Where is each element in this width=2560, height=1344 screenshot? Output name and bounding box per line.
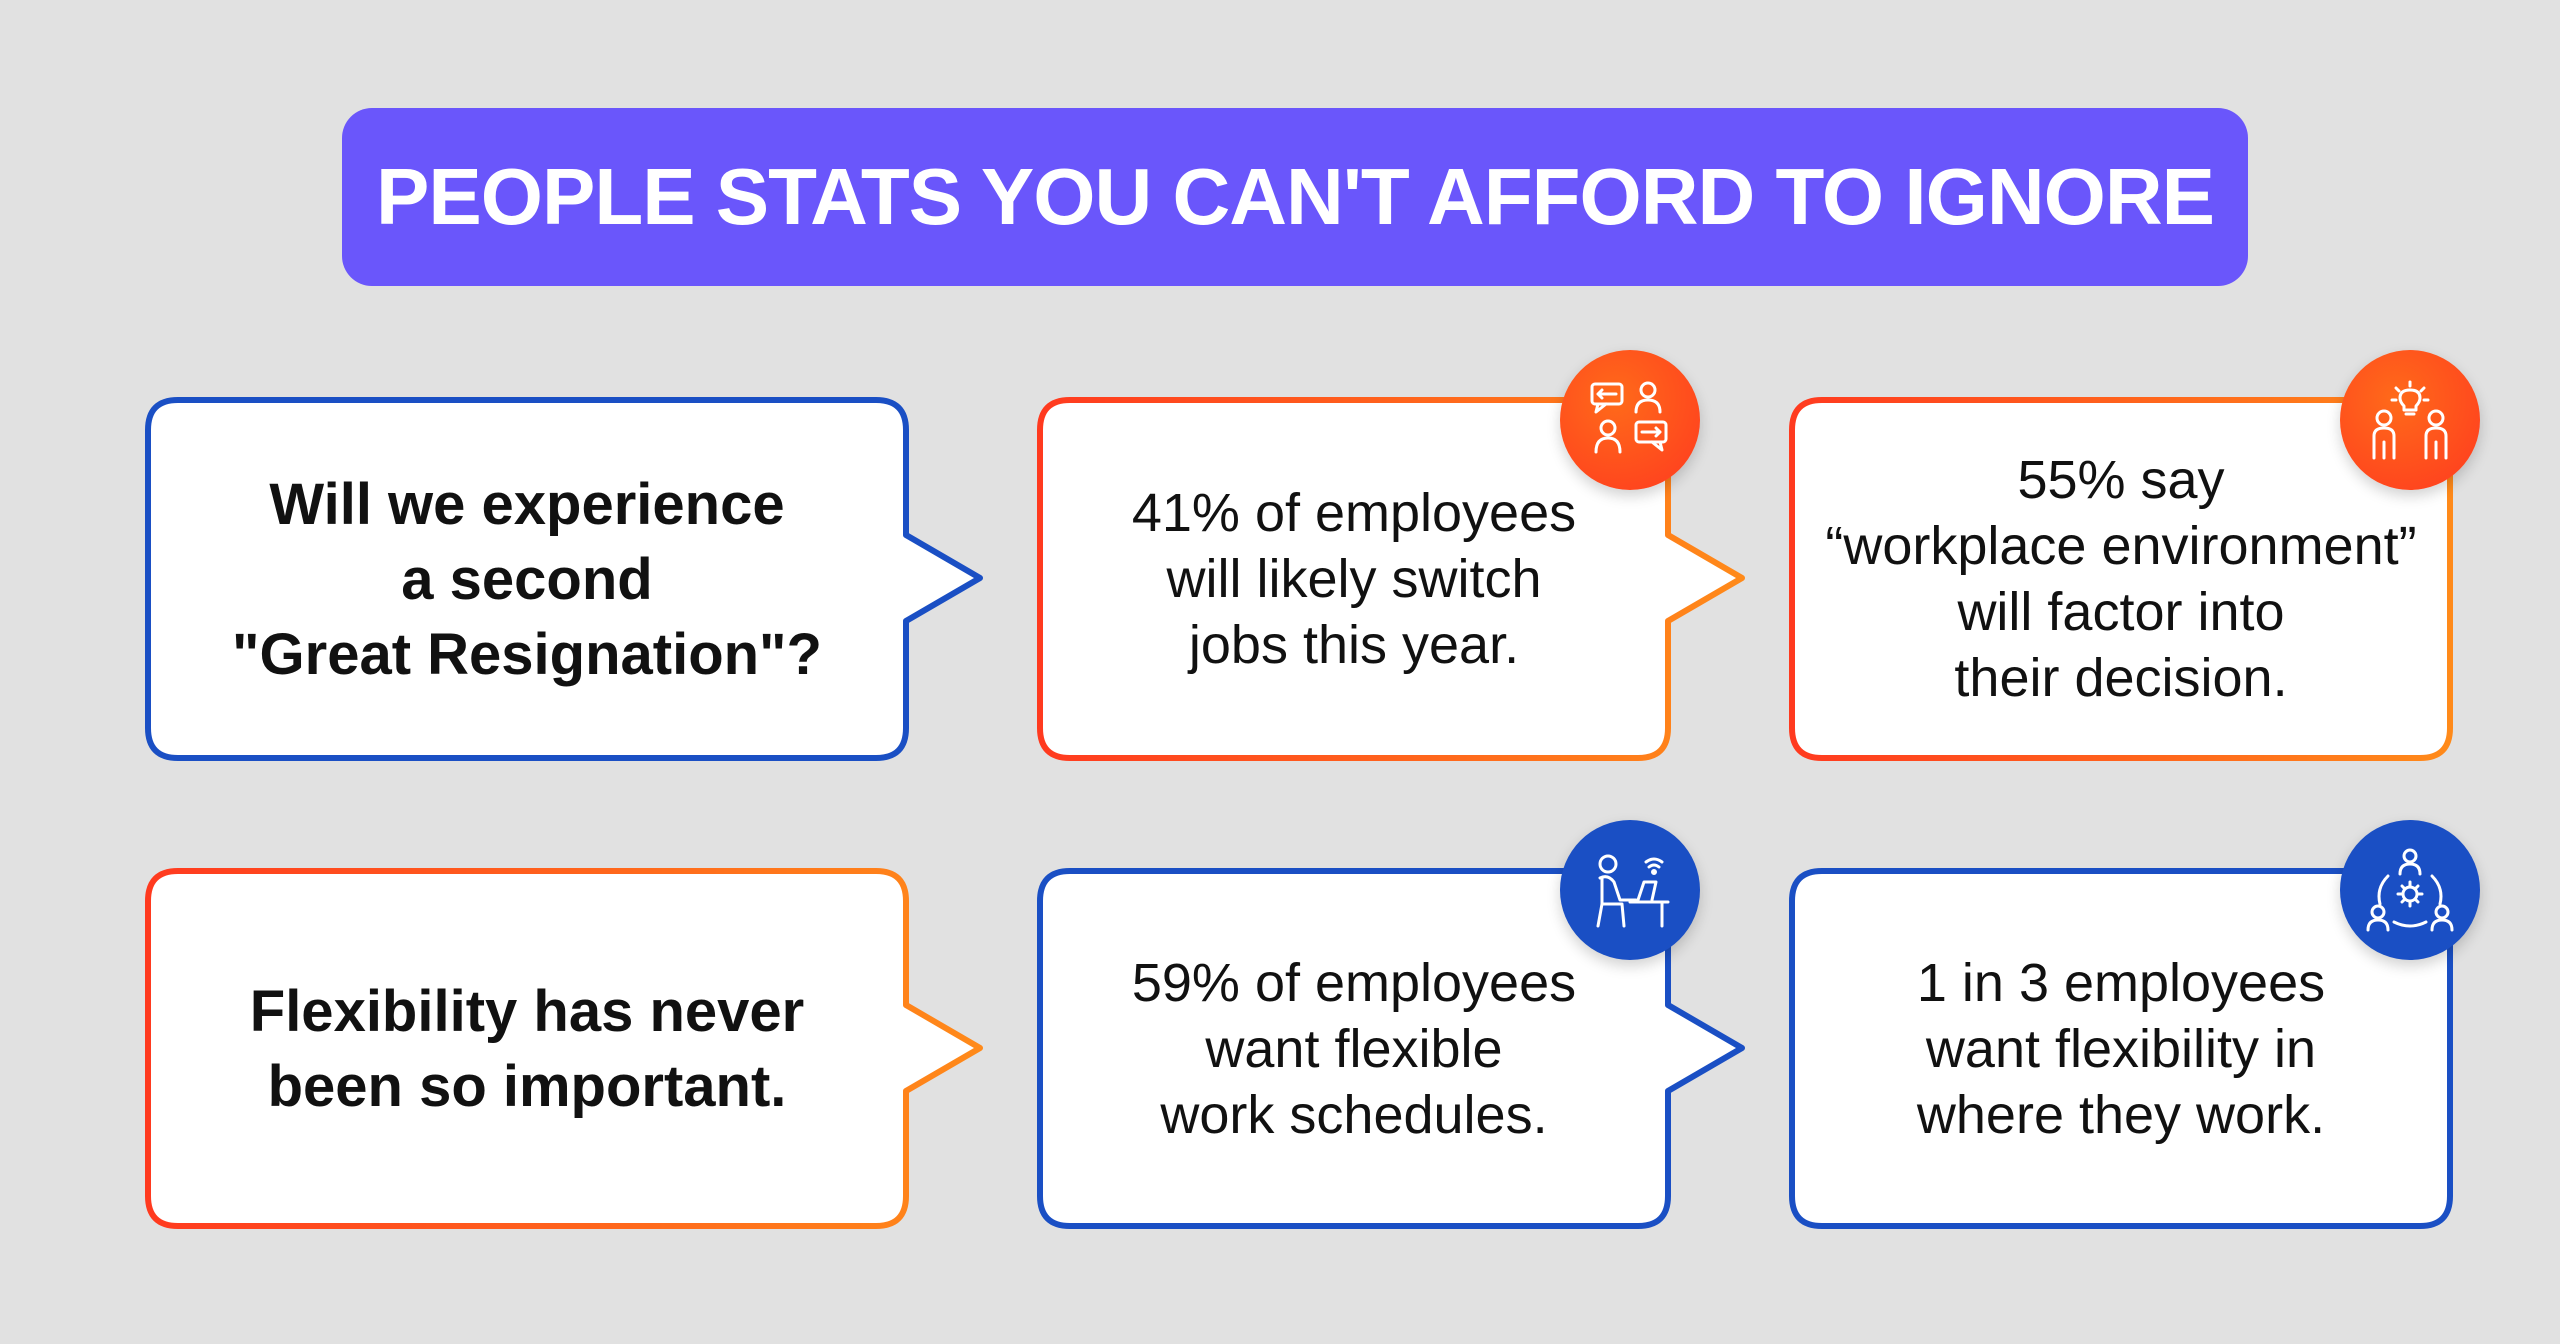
question-line: Flexibility has never — [249, 978, 805, 1044]
title-banner: PEOPLE STATS YOU CAN'T AFFORD TO IGNORE — [342, 108, 2248, 286]
stat-line: 1 in 3 employees — [1916, 952, 2326, 1013]
stat-line: “workplace environment” — [1825, 516, 2417, 576]
question-text-2: Flexibility has never been so important. — [148, 871, 906, 1226]
stat-line: their decision. — [1954, 648, 2288, 708]
people-exchange-icon — [1560, 350, 1700, 490]
stat-line: where they work. — [1916, 1084, 2326, 1145]
question-text-1: Will we experience a second "Great Resig… — [148, 400, 906, 758]
question-bubble-2 — [145, 868, 983, 1229]
people-idea-icon — [2340, 350, 2480, 490]
stat-line: work schedules. — [1160, 1084, 1548, 1145]
question-line: "Great Resignation"? — [232, 621, 822, 687]
question-line: been so important. — [267, 1053, 787, 1119]
stat-text-2: 55% say “workplace environment” will fac… — [1792, 400, 2450, 758]
stat-text-1: 41% of employees will likely switch jobs… — [1040, 400, 1668, 758]
stat-line: 59% of employees — [1131, 952, 1577, 1013]
stat-line: 55% say — [2017, 450, 2225, 510]
stat-line: 41% of employees — [1131, 483, 1577, 543]
stat-line: want flexible — [1205, 1018, 1503, 1079]
remote-worker-icon — [1560, 820, 1700, 960]
question-line: a second — [401, 546, 653, 612]
stat-line: want flexibility in — [1925, 1018, 2317, 1079]
team-settings-icon — [2340, 820, 2480, 960]
stat-line: jobs this year. — [1188, 615, 1520, 675]
stat-text-3: 59% of employees want flexible work sche… — [1040, 871, 1668, 1226]
question-bubble-1 — [145, 397, 983, 761]
page-title: PEOPLE STATS YOU CAN'T AFFORD TO IGNORE — [376, 152, 2215, 241]
stat-text-4: 1 in 3 employees want flexibility in whe… — [1792, 871, 2450, 1226]
stat-line: will likely switch — [1166, 549, 1542, 609]
question-line: Will we experience — [269, 471, 785, 537]
stat-line: will factor into — [1957, 582, 2285, 642]
